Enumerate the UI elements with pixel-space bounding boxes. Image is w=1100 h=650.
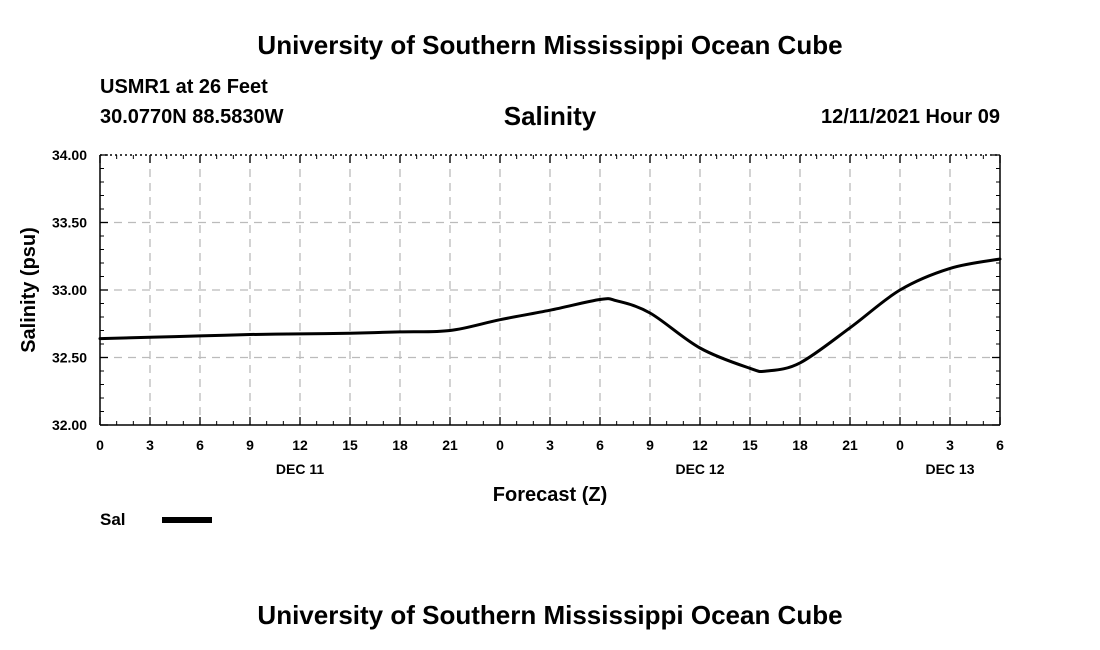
day-label: DEC 11 [276,461,324,477]
x-tick-label: 6 [996,437,1004,453]
x-tick-label: 0 [96,437,104,453]
x-axis-title: Forecast (Z) [493,484,607,506]
series-line-sal [98,257,1002,374]
y-tick-label: 33.50 [52,215,87,231]
x-tick-label: 15 [342,437,358,453]
x-tick-label: 0 [496,437,504,453]
y-tick-label: 32.50 [52,350,87,366]
x-tick-label: 21 [442,437,458,453]
x-tick-label: 15 [742,437,758,453]
legend-label-sal: Sal [100,510,126,529]
chart-title: Salinity [503,101,597,131]
series-layer [98,257,1002,374]
y-axis-title: Salinity (psu) [18,227,40,353]
day-label: DEC 13 [925,461,974,477]
x-tick-label: 6 [596,437,604,453]
y-tick-label: 34.00 [52,147,87,163]
x-tick-label: 9 [246,437,254,453]
x-tick-label: 0 [896,437,904,453]
station-label: USMR1 at 26 Feet [100,76,268,98]
day-label: DEC 12 [675,461,724,477]
x-tick-label: 3 [546,437,554,453]
x-tick-label: 12 [292,437,308,453]
legend-swatch-sal [162,517,212,523]
x-tick-label: 6 [196,437,204,453]
axis-tick-labels: 0 3 6 9 12 15 18 21 0 3 6 9 12 15 18 21 0 3 6 32.00 32.50 33.… [52,147,1004,477]
x-tick-label: 3 [146,437,154,453]
axis-ticks [99,154,1001,426]
grid [100,155,1000,425]
coordinates-label: 30.0770N 88.5830W [100,106,284,128]
x-tick-label: 18 [392,437,408,453]
x-tick-label: 3 [946,437,954,453]
page-title: University of Southern Mississippi Ocean… [257,30,843,60]
y-tick-label: 33.00 [52,282,87,298]
x-tick-label: 12 [692,437,708,453]
x-tick-label: 9 [646,437,654,453]
y-tick-label: 32.00 [52,417,87,433]
x-tick-label: 21 [842,437,858,453]
x-tick-label: 18 [792,437,808,453]
footer-title: University of Southern Mississippi Ocean… [257,600,843,630]
datetime-label: 12/11/2021 Hour 09 [820,106,1000,128]
